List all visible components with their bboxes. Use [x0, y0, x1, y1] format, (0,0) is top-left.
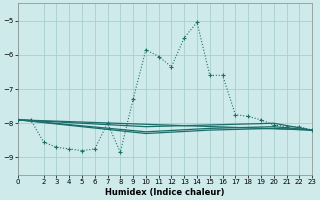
- X-axis label: Humidex (Indice chaleur): Humidex (Indice chaleur): [105, 188, 225, 197]
